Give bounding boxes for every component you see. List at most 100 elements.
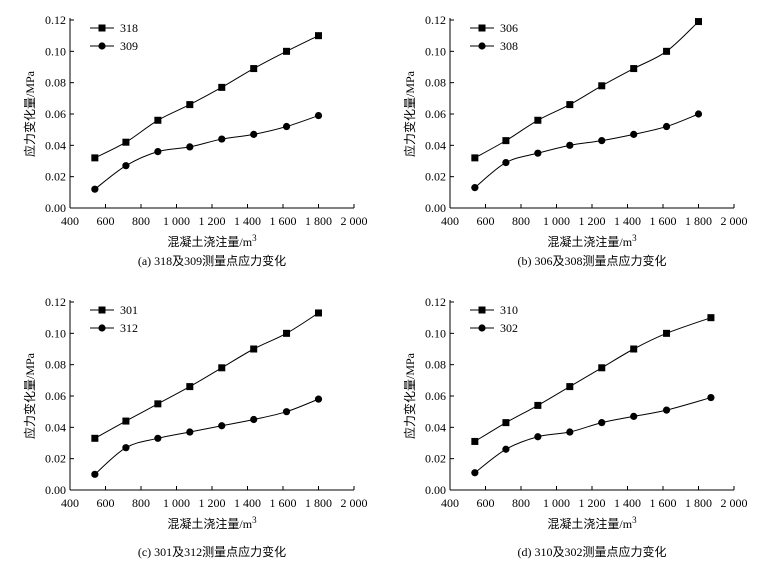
data-point-312 <box>314 395 323 403</box>
x-tick-label: 400 <box>61 496 79 510</box>
data-point-318 <box>186 101 194 109</box>
y-tick-label: 0.04 <box>425 138 446 152</box>
x-tick-label: 1 600 <box>650 496 677 510</box>
y-axis-label: 应力变化量/MPa <box>22 352 37 439</box>
y-tick-label: 0.00 <box>425 201 446 215</box>
data-point-310 <box>598 364 606 372</box>
chart-panel-c: 0.00 0.02 0.04 0.06 0.08 0.10 0.12 400 600 800 1 0… <box>22 295 368 559</box>
data-point-310 <box>663 329 671 337</box>
data-point-306 <box>695 18 702 26</box>
y-tick-label: 0.04 <box>425 420 446 434</box>
data-point-302 <box>534 433 542 441</box>
data-point-310 <box>566 383 574 391</box>
data-point-309 <box>218 135 226 143</box>
y-tick-label: 0.06 <box>425 107 446 121</box>
data-point-310 <box>471 437 479 445</box>
y-tick-label: 0.12 <box>45 13 66 27</box>
x-tick-label: 1 000 <box>163 214 190 228</box>
data-point-302 <box>662 406 671 414</box>
y-tick-label: 0.12 <box>425 13 446 27</box>
data-point-301 <box>315 309 322 317</box>
data-point-308 <box>694 110 703 118</box>
data-point-301 <box>283 329 291 337</box>
y-tick-label: 0.08 <box>425 358 446 372</box>
legend-marker-301 <box>98 306 106 314</box>
y-tick-label: 0.00 <box>425 483 446 497</box>
legend-marker-309 <box>98 42 106 50</box>
x-tick-label: 1 000 <box>543 496 570 510</box>
panel-caption: (c) 301及312测量点应力变化 <box>138 544 286 559</box>
data-point-312 <box>218 422 226 430</box>
y-tick-label: 0.12 <box>45 295 66 309</box>
legend-label-312: 312 <box>120 321 138 335</box>
data-point-306 <box>534 116 542 124</box>
data-point-306 <box>598 82 606 90</box>
data-point-318 <box>91 154 99 162</box>
x-tick-label: 1 800 <box>305 496 332 510</box>
panel-caption: (a) 318及309测量点应力变化 <box>138 253 286 268</box>
data-point-301 <box>122 417 130 425</box>
y-tick-label: 0.08 <box>45 358 66 372</box>
data-point-306 <box>663 47 671 55</box>
legend-label-306: 306 <box>500 21 518 35</box>
x-tick-label: 1 800 <box>685 496 712 510</box>
data-point-318 <box>122 138 130 146</box>
data-point-301 <box>91 434 99 442</box>
y-tick-label: 0.10 <box>425 44 446 58</box>
data-point-306 <box>630 65 638 73</box>
x-axis-label-superscript: 3 <box>252 515 257 525</box>
x-tick-label: 2 000 <box>341 214 368 228</box>
x-tick-label: 600 <box>97 496 115 510</box>
data-point-309 <box>154 148 162 156</box>
x-axis-label-superscript: 3 <box>632 233 637 243</box>
chart-panel-a: 0.00 0.02 0.04 0.06 0.08 0.10 0.12 400 600 800 1 0… <box>22 13 368 268</box>
y-tick-label: 0.06 <box>425 389 446 403</box>
data-point-302 <box>502 445 510 453</box>
y-tick-label: 0.06 <box>45 389 66 403</box>
data-point-306 <box>471 154 479 162</box>
data-point-309 <box>250 130 258 138</box>
data-point-312 <box>186 428 194 436</box>
series-line-310 <box>474 317 712 442</box>
x-tick-label: 400 <box>441 496 459 510</box>
x-tick-label: 800 <box>132 496 150 510</box>
x-tick-label: 800 <box>512 496 530 510</box>
y-tick-label: 0.02 <box>45 452 66 466</box>
legend-label-308: 308 <box>500 39 518 53</box>
data-point-308 <box>566 141 574 149</box>
data-point-318 <box>315 32 322 40</box>
data-point-310 <box>707 314 715 322</box>
panel-caption: (b) 306及308测量点应力变化 <box>518 253 667 268</box>
data-point-301 <box>218 364 226 372</box>
data-point-310 <box>630 345 638 353</box>
legend-marker-302 <box>478 324 486 332</box>
x-tick-label: 400 <box>61 214 79 228</box>
x-tick-label: 1 400 <box>614 496 641 510</box>
data-point-309 <box>186 143 194 151</box>
data-point-318 <box>250 65 258 73</box>
x-axis-label: 混凝土浇注量/m3 <box>167 233 257 249</box>
x-tick-label: 800 <box>512 214 530 228</box>
data-point-308 <box>534 149 542 157</box>
x-tick-label: 1 200 <box>579 214 606 228</box>
data-point-301 <box>186 383 194 391</box>
x-tick-label: 2 000 <box>721 214 748 228</box>
chart-panel-b: 0.00 0.02 0.04 0.06 0.08 0.10 0.12 400 600 800 1 0… <box>402 13 748 268</box>
data-point-302 <box>630 412 638 420</box>
y-tick-label: 0.06 <box>45 107 66 121</box>
x-tick-label: 1 600 <box>270 496 297 510</box>
y-tick-label: 0.10 <box>45 326 66 340</box>
y-tick-label: 0.12 <box>425 295 446 309</box>
y-tick-label: 0.02 <box>45 170 66 184</box>
y-tick-label: 0.08 <box>45 76 66 90</box>
x-tick-label: 1 000 <box>543 214 570 228</box>
x-tick-label: 1 200 <box>199 214 226 228</box>
y-tick-label: 0.00 <box>45 483 66 497</box>
x-tick-label: 2 000 <box>721 496 748 510</box>
data-point-302 <box>707 393 715 402</box>
y-tick-label: 0.02 <box>425 170 446 184</box>
series-line-302 <box>474 397 712 474</box>
data-point-309 <box>122 162 130 170</box>
y-tick-label: 0.00 <box>45 201 66 215</box>
